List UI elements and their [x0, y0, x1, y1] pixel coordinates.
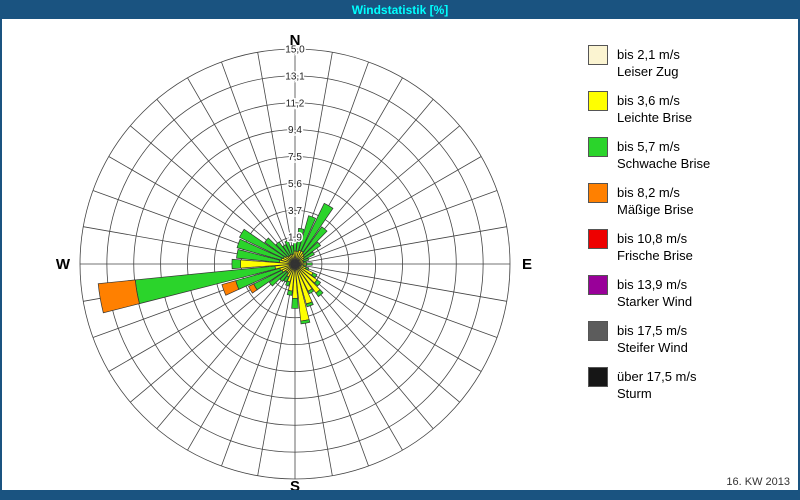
- legend-label: bis 5,7 m/s Schwache Brise: [617, 138, 710, 172]
- legend-description: Schwache Brise: [617, 156, 711, 171]
- page-title: Windstatistik [%]: [351, 3, 449, 17]
- legend-label: bis 8,2 m/s Mäßige Brise: [617, 184, 694, 218]
- legend-label: über 17,5 m/s Sturm: [617, 368, 697, 402]
- ring-label: 7,5: [288, 152, 302, 163]
- legend-speed: über 17,5 m/s: [617, 369, 697, 384]
- wind-petal-segment: [248, 283, 258, 294]
- legend-item: bis 2,1 m/s Leiser Zug: [588, 45, 788, 85]
- title-bar: Windstatistik [%]: [2, 2, 798, 19]
- wind-petal-segment: [285, 280, 291, 287]
- legend-swatch: [588, 183, 608, 203]
- legend-item: bis 8,2 m/s Mäßige Brise: [588, 183, 788, 223]
- legend-label: bis 17,5 m/s Steifer Wind: [617, 322, 688, 356]
- ring-label: 9,4: [288, 125, 302, 136]
- compass-labels: N S W E: [56, 32, 532, 495]
- legend-swatch: [588, 137, 608, 157]
- legend-speed: bis 17,5 m/s: [617, 323, 688, 338]
- wind-petal-segment: [231, 258, 242, 270]
- legend-label: bis 10,8 m/s Frische Brise: [617, 230, 693, 264]
- ring-label: 5,6: [288, 179, 302, 190]
- legend-label: bis 2,1 m/s Leiser Zug: [617, 46, 680, 80]
- legend-description: Steifer Wind: [617, 340, 688, 355]
- wind-petal-segment: [97, 279, 140, 314]
- legend-swatch: [588, 45, 608, 65]
- wind-petal-segment: [286, 289, 293, 296]
- legend: bis 2,1 m/s Leiser Zug bis 3,6 m/s Leichte …: [588, 45, 788, 413]
- legend-speed: bis 3,6 m/s: [617, 93, 680, 108]
- legend-swatch: [588, 275, 608, 295]
- bottom-bar: [2, 490, 798, 498]
- week-label: 16. KW 2013: [726, 476, 790, 488]
- legend-description: Mäßige Brise: [617, 202, 694, 217]
- wind-petal-segment: [313, 279, 322, 287]
- legend-speed: bis 5,7 m/s: [617, 139, 680, 154]
- rose-petals: [97, 202, 334, 325]
- compass-label-east: E: [522, 256, 532, 273]
- legend-item: bis 10,8 m/s Frische Brise: [588, 229, 788, 269]
- legend-swatch: [588, 321, 608, 341]
- ring-label: 13,1: [285, 71, 305, 82]
- ring-label: 3,7: [288, 206, 302, 217]
- legend-description: Sturm: [617, 386, 652, 401]
- legend-label: bis 13,9 m/s Starker Wind: [617, 276, 692, 310]
- wind-petal-segment: [311, 272, 318, 279]
- legend-item: bis 3,6 m/s Leichte Brise: [588, 91, 788, 131]
- wind-petal-segment: [236, 249, 281, 263]
- wind-petal-segment: [289, 245, 295, 255]
- wind-petal-segment: [315, 289, 324, 298]
- legend-description: Leiser Zug: [617, 64, 679, 79]
- legend-speed: bis 2,1 m/s: [617, 47, 680, 62]
- legend-item: bis 17,5 m/s Steifer Wind: [588, 321, 788, 361]
- legend-speed: bis 10,8 m/s: [617, 231, 688, 246]
- legend-description: Frische Brise: [617, 248, 693, 263]
- ring-label: 1,9: [288, 233, 302, 244]
- legend-swatch: [588, 367, 608, 387]
- legend-label: bis 3,6 m/s Leichte Brise: [617, 92, 692, 126]
- legend-speed: bis 13,9 m/s: [617, 277, 688, 292]
- ring-label: 11,2: [286, 98, 305, 109]
- legend-speed: bis 8,2 m/s: [617, 185, 680, 200]
- compass-label-west: W: [56, 256, 71, 273]
- rose-center-dot: [293, 262, 297, 266]
- legend-swatch: [588, 229, 608, 249]
- rose-spokes: [80, 49, 510, 479]
- wind-petal-segment: [305, 301, 314, 308]
- wind-petal-segment: [221, 280, 240, 296]
- wind-petal-segment: [307, 288, 315, 295]
- wind-petal-segment: [300, 319, 311, 325]
- legend-item: über 17,5 m/s Sturm: [588, 367, 788, 407]
- ring-labels: 1,9 3,7 5,6 7,5 9,4 11,2 13,1 15,0: [284, 43, 307, 245]
- legend-description: Leichte Brise: [617, 110, 693, 125]
- compass-label-north: N: [290, 32, 301, 49]
- wind-petal-segment: [291, 297, 299, 309]
- compass-label-south: S: [290, 478, 300, 495]
- wind-petal-segment: [306, 262, 313, 266]
- legend-item: bis 5,7 m/s Schwache Brise: [588, 137, 788, 177]
- legend-description: Starker Wind: [617, 294, 693, 309]
- ring-label: 15,0: [285, 45, 305, 56]
- legend-swatch: [588, 91, 608, 111]
- legend-item: bis 13,9 m/s Starker Wind: [588, 275, 788, 315]
